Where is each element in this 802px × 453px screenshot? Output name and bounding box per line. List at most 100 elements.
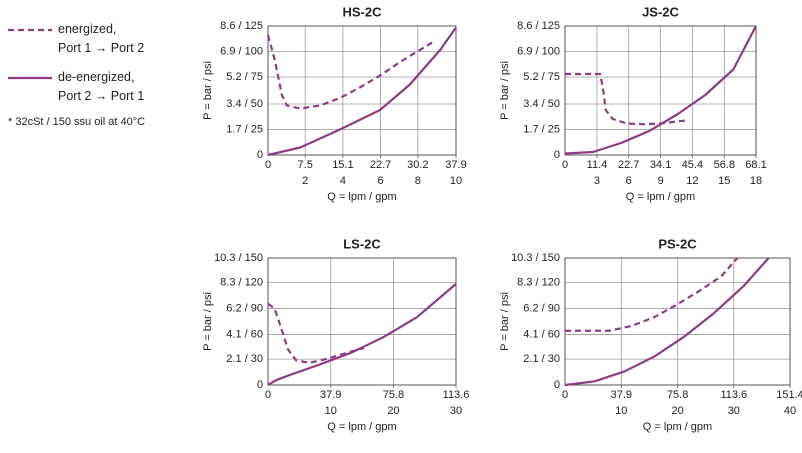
y-axis-label: P = bar / psi	[499, 292, 511, 351]
series-line	[267, 302, 365, 364]
x-tick-label: 22.7	[370, 159, 391, 171]
x-tick-label: 113.6	[720, 389, 747, 401]
x-axis-label: Q = lpm / gpm	[327, 421, 396, 433]
x2-tick-label: 3	[594, 175, 600, 187]
legend-item: de-energized, Port 2 → Port 1	[8, 68, 144, 106]
x-tick-label: 0	[562, 159, 568, 171]
chart-title: PS-2C	[658, 236, 697, 251]
plot-frame	[564, 257, 791, 386]
x2-tick-label: 15	[718, 175, 730, 187]
y-tick-label: 10.3 / 150	[214, 252, 263, 264]
y-tick-label: 6.2 / 90	[523, 302, 560, 314]
series-line	[267, 283, 457, 386]
chart-title: LS-2C	[343, 236, 381, 251]
chart-title: JS-2C	[642, 4, 679, 19]
x-tick-label: 113.6	[443, 389, 470, 401]
chart: LS-2C 0 2.1 / 30 4.1 / 60 6.2 / 90 8.3 / 120 1…	[202, 236, 469, 432]
x-tick-label: 45.4	[682, 159, 703, 171]
series-line	[564, 257, 770, 387]
y-axis-label: P = bar / psi	[499, 61, 511, 120]
x-tick-label: 0	[265, 159, 271, 171]
x-tick-label: 7.5	[298, 159, 313, 171]
x2-tick-label: 20	[672, 405, 684, 417]
series-line	[564, 25, 757, 155]
y-tick-label: 4.1 / 60	[523, 328, 560, 340]
x-tick-label: 56.8	[714, 159, 735, 171]
y-tick-label: 1.7 / 25	[523, 123, 560, 135]
y-tick-label: 6.2 / 90	[226, 302, 263, 314]
chart-title: HS-2C	[342, 4, 382, 19]
x2-tick-label: 10	[615, 405, 627, 417]
series-line	[266, 34, 433, 110]
x-axis-label: Q = lpm / gpm	[643, 421, 712, 433]
legend-item: energized, Port 1 → Port 2	[8, 20, 144, 58]
x2-tick-label: 12	[686, 175, 698, 187]
x2-tick-label: 9	[658, 175, 664, 187]
y-axis-label: P = bar / psi	[202, 61, 214, 120]
x-axis-label: Q = lpm / gpm	[626, 191, 695, 203]
y-tick-label: 10.3 / 150	[511, 252, 560, 264]
y-tick-label: 3.4 / 50	[226, 98, 263, 110]
y-tick-label: 6.9 / 100	[220, 45, 263, 57]
y-tick-label: 0	[257, 379, 263, 391]
x-tick-label: 37.9	[611, 389, 632, 401]
y-tick-label: 8.6 / 125	[517, 20, 560, 32]
x-tick-label: 37.9	[320, 389, 341, 401]
x2-tick-label: 4	[340, 175, 346, 187]
legend-swatch	[8, 76, 52, 80]
x2-tick-label: 6	[378, 175, 384, 187]
note: * 32cSt / 150 ssu oil at 40°C	[8, 116, 146, 128]
chart: JS-2C 0 1.7 / 25 3.4 / 50 5.2 / 75 6.9 / 100 8…	[499, 4, 767, 202]
x-tick-label: 11.4	[587, 159, 608, 171]
x-tick-label: 22.7	[618, 159, 639, 171]
series-line	[565, 257, 739, 332]
y-tick-label: 0	[257, 149, 263, 161]
y-tick-label: 4.1 / 60	[226, 328, 263, 340]
x-tick-label: 0	[562, 389, 568, 401]
x2-tick-label: 2	[302, 175, 308, 187]
plot-frame	[267, 257, 457, 386]
x-tick-label: 37.9	[445, 159, 466, 171]
x2-tick-label: 6	[626, 175, 632, 187]
x2-tick-label: 40	[784, 405, 796, 417]
y-tick-label: 2.1 / 30	[523, 353, 560, 365]
x-axis-label: Q = lpm / gpm	[327, 191, 396, 203]
y-tick-label: 3.4 / 50	[523, 98, 560, 110]
y-tick-label: 0	[554, 149, 560, 161]
y-tick-label: 0	[554, 379, 560, 391]
legend-label: de-energized, Port 2 → Port 1	[58, 70, 145, 103]
y-axis-label: P = bar / psi	[202, 292, 214, 351]
y-tick-label: 8.3 / 120	[517, 277, 560, 289]
y-tick-label: 5.2 / 75	[226, 71, 263, 83]
x-tick-label: 75.8	[667, 389, 688, 401]
x2-tick-label: 10	[325, 405, 337, 417]
plot-frame	[267, 25, 457, 156]
legend-swatch	[8, 28, 52, 32]
legend: energized, Port 1 → Port 2 de-energized, …	[8, 20, 144, 116]
plot-frame	[564, 25, 757, 156]
x-tick-label: 34.1	[650, 159, 671, 171]
y-tick-label: 5.2 / 75	[523, 71, 560, 83]
series-line	[565, 72, 686, 126]
series-line	[267, 26, 457, 157]
y-tick-label: 1.7 / 25	[226, 123, 263, 135]
chart: PS-2C 0 2.1 / 30 4.1 / 60 6.2 / 90 8.3 / 120 1…	[499, 236, 802, 432]
x-tick-label: 75.8	[383, 389, 404, 401]
legend-label: energized, Port 1 → Port 2	[58, 22, 145, 55]
x-tick-label: 30.2	[407, 159, 428, 171]
x-tick-label: 15.1	[332, 159, 353, 171]
x2-tick-label: 10	[450, 175, 462, 187]
x2-tick-label: 30	[450, 405, 462, 417]
x-tick-label: 0	[265, 389, 271, 401]
y-tick-label: 8.3 / 120	[220, 277, 263, 289]
x-tick-label: 68.1	[745, 159, 766, 171]
x2-tick-label: 18	[750, 175, 762, 187]
x2-tick-label: 20	[387, 405, 399, 417]
x2-tick-label: 30	[728, 405, 740, 417]
y-tick-label: 6.9 / 100	[517, 45, 560, 57]
y-tick-label: 8.6 / 125	[220, 20, 263, 32]
chart: HS-2C 0 1.7 / 25 3.4 / 50 5.2 / 75 6.9 / 100 8…	[202, 4, 467, 202]
y-tick-label: 2.1 / 30	[226, 353, 263, 365]
